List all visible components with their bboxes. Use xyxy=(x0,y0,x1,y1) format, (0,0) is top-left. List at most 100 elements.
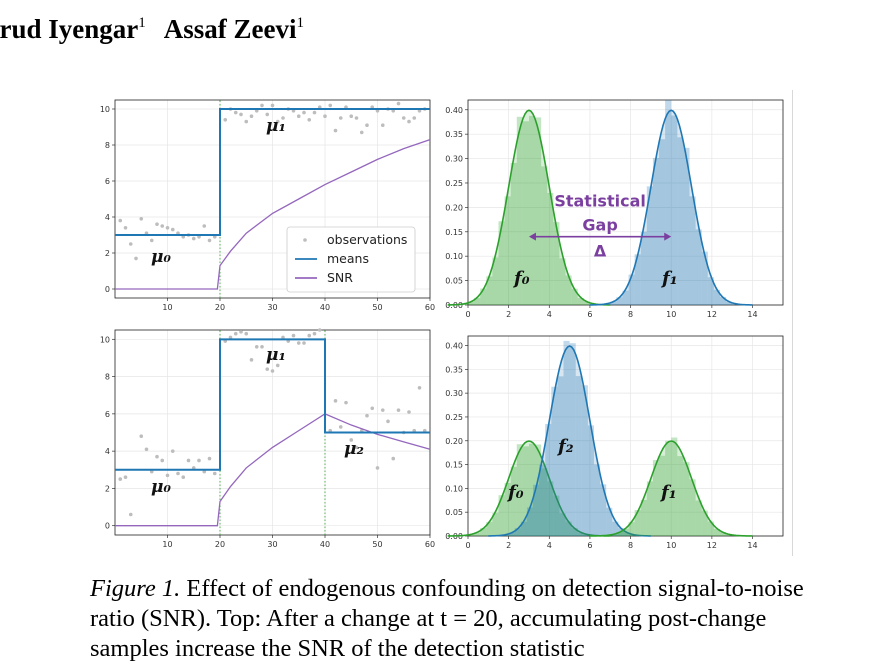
observation-point xyxy=(365,123,369,127)
observation-point xyxy=(118,477,122,481)
x-tick-label: 2 xyxy=(506,310,511,319)
observation-point xyxy=(349,114,353,118)
density-label: f₂ xyxy=(556,436,574,457)
observation-point xyxy=(171,449,175,453)
y-tick-label: 4 xyxy=(105,447,110,456)
y-tick-label: 0.40 xyxy=(445,106,463,115)
observation-point xyxy=(381,408,385,412)
observation-point xyxy=(391,457,395,461)
observation-point xyxy=(124,226,128,230)
observation-point xyxy=(355,116,359,120)
x-tick-label: 30 xyxy=(267,540,277,549)
observation-point xyxy=(181,475,185,479)
density-label: f₁ xyxy=(659,482,677,503)
x-tick-label: 40 xyxy=(320,540,330,549)
observation-point xyxy=(223,118,227,122)
x-tick-label: 20 xyxy=(215,303,225,312)
observation-point xyxy=(244,332,248,336)
y-tick-label: 0.40 xyxy=(445,342,463,351)
observation-point xyxy=(260,345,264,349)
y-tick-label: 0.20 xyxy=(445,203,463,212)
observation-point xyxy=(313,332,317,336)
observation-point xyxy=(397,408,401,412)
observation-point xyxy=(307,118,311,122)
observation-point xyxy=(323,114,327,118)
observation-point xyxy=(139,434,143,438)
legend-swatch-observations xyxy=(303,238,307,242)
observation-point xyxy=(124,475,128,479)
x-tick-label: 6 xyxy=(587,310,592,319)
observation-point xyxy=(402,116,406,120)
y-tick-label: 2 xyxy=(105,249,110,258)
y-tick-label: 0.05 xyxy=(445,277,463,286)
observation-point xyxy=(271,369,275,373)
observation-point xyxy=(265,367,269,371)
x-tick-label: 12 xyxy=(707,541,717,550)
y-tick-label: 0.10 xyxy=(445,484,463,493)
observation-point xyxy=(160,459,164,463)
x-tick-label: 50 xyxy=(372,540,382,549)
y-tick-label: 6 xyxy=(105,177,110,186)
gap-annotation-text: Δ xyxy=(594,242,607,261)
observation-point xyxy=(134,257,138,261)
observation-point xyxy=(334,399,338,403)
y-tick-label: 0.35 xyxy=(445,365,463,374)
observation-point xyxy=(271,104,275,108)
observation-point xyxy=(255,345,259,349)
gap-annotation-text: Gap xyxy=(582,216,617,235)
observation-point xyxy=(302,341,306,345)
y-tick-label: 6 xyxy=(105,410,110,419)
observation-point xyxy=(250,358,254,362)
observation-point xyxy=(418,386,422,390)
observation-point xyxy=(407,410,411,414)
caption-text: Effect of endogenous confounding on dete… xyxy=(90,575,804,662)
observation-point xyxy=(160,224,164,228)
x-tick-label: 10 xyxy=(666,541,676,550)
figure-divider xyxy=(792,90,793,556)
gap-annotation-text: Statistical xyxy=(554,192,646,211)
observation-point xyxy=(129,242,133,246)
observation-point xyxy=(370,406,374,410)
y-tick-label: 0.30 xyxy=(445,155,463,164)
y-tick-label: 0.10 xyxy=(445,252,463,261)
observation-point xyxy=(150,239,154,243)
affiliation-mark: 1 xyxy=(297,15,305,31)
x-tick-label: 30 xyxy=(267,303,277,312)
y-tick-label: 8 xyxy=(105,373,110,382)
y-tick-label: 4 xyxy=(105,213,110,222)
density-label: f₀ xyxy=(512,268,530,289)
observation-point xyxy=(187,459,191,463)
observation-point xyxy=(244,120,248,124)
observation-point xyxy=(155,455,159,459)
observation-point xyxy=(407,120,411,124)
x-tick-label: 0 xyxy=(465,541,470,550)
x-tick-label: 2 xyxy=(506,541,511,550)
observation-point xyxy=(129,513,133,517)
observation-point xyxy=(339,425,343,429)
observation-point xyxy=(344,401,348,405)
x-tick-label: 8 xyxy=(628,541,633,550)
x-tick-label: 10 xyxy=(162,540,172,549)
author-name: arud Iyengar xyxy=(0,14,138,44)
observation-point xyxy=(239,330,243,334)
x-tick-label: 20 xyxy=(215,540,225,549)
observation-point xyxy=(202,224,206,228)
mean-label: μ₁ xyxy=(266,116,286,136)
mean-label: μ₁ xyxy=(266,345,286,365)
observation-point xyxy=(234,111,238,115)
observation-point xyxy=(365,414,369,418)
observation-point xyxy=(208,457,212,461)
observation-point xyxy=(386,420,390,424)
observation-point xyxy=(118,219,122,223)
observation-point xyxy=(302,111,306,115)
x-tick-label: 12 xyxy=(707,310,717,319)
observation-point xyxy=(171,228,175,232)
observation-point xyxy=(166,226,170,230)
y-tick-label: 0.15 xyxy=(445,228,463,237)
observation-point xyxy=(360,131,364,135)
y-tick-label: 8 xyxy=(105,141,110,150)
observation-point xyxy=(412,116,416,120)
